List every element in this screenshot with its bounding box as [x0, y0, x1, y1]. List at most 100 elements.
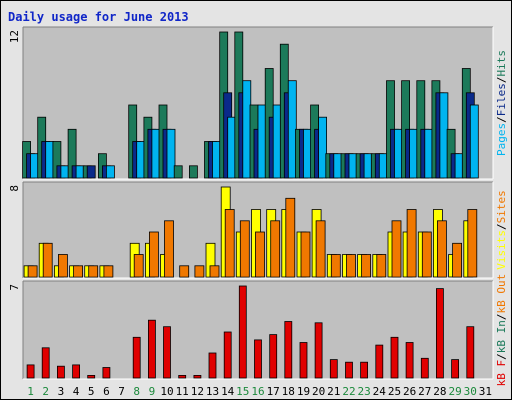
bar-kb-f-day-20: [314, 322, 323, 379]
bar-pages-day-18: [287, 80, 297, 179]
bar-sites-day-6: [103, 265, 114, 278]
x-tick-label: 9: [149, 385, 156, 398]
panel-legend: Pages/Files/Hits: [495, 50, 508, 156]
bar-kb-f-day-19: [299, 342, 308, 379]
bar-sites-day-21: [330, 254, 341, 278]
legend-kb-in: kB In: [495, 320, 508, 353]
bar-kb-f-day-30: [466, 326, 475, 379]
bar-sites-day-19: [300, 231, 311, 278]
bar-kb-f-day-28: [435, 288, 444, 379]
x-tick-label: 19: [297, 385, 310, 398]
bar-kb-f-day-17: [269, 334, 278, 379]
bar-sites-day-24: [376, 254, 387, 278]
x-tick-label: 28: [433, 385, 446, 398]
bar-sites-day-15: [239, 220, 250, 278]
legend-separator: /: [495, 353, 508, 360]
bar-kb-f-day-2: [41, 347, 50, 379]
x-tick-label: 14: [221, 385, 235, 398]
bar-sites-day-10: [164, 220, 174, 278]
bar-sites-day-27: [421, 231, 432, 278]
x-tick-label: 29: [448, 385, 461, 398]
x-tick-label: 1: [27, 385, 34, 398]
bar-kb-f-day-8: [132, 336, 141, 379]
x-tick-label: 26: [403, 385, 416, 398]
bar-sites-day-16: [255, 231, 265, 278]
bar-kb-f-day-4: [72, 364, 80, 379]
x-axis: 1 2 3 4 5 6 7 8 9 10 11 12 13 14 15 16 17 18 19 20 21 22 23 24 2…: [27, 385, 492, 398]
bar-pages-day-16: [257, 104, 267, 179]
bar-kb-f-day-27: [420, 357, 429, 379]
bar-kb-f-day-24: [375, 344, 384, 379]
bar-kb-f-day-1: [26, 364, 35, 379]
x-tick-label: 21: [327, 385, 340, 398]
x-tick-label: 16: [251, 385, 264, 398]
x-tick-label: 4: [73, 385, 80, 398]
x-tick-label: 7: [118, 385, 125, 398]
bar-kb-f-day-23: [360, 361, 369, 379]
y-max-label: 8: [8, 185, 21, 192]
legend-separator: /: [495, 116, 508, 123]
bar-pages-day-10: [166, 128, 176, 179]
x-tick-label: 5: [88, 385, 95, 398]
bar-hits-day-11: [173, 165, 183, 179]
bar-sites-day-5: [88, 265, 99, 278]
bar-kb-f-day-21: [329, 359, 338, 379]
x-tick-label: 13: [206, 385, 219, 398]
bar-sites-day-14: [224, 209, 235, 278]
bar-pages-day-2: [45, 141, 55, 179]
bar-hits-day-12: [188, 165, 198, 179]
x-tick-label: 8: [133, 385, 140, 398]
bar-sites-day-4: [73, 265, 83, 278]
bar-kb-f-day-10: [163, 326, 171, 379]
bar-sites-day-26: [406, 209, 417, 278]
bar-sites-day-29: [452, 242, 463, 278]
bar-kb-f-day-18: [284, 321, 293, 379]
bar-sites-day-23: [361, 254, 372, 278]
bar-kb-f-day-14: [223, 331, 232, 379]
bar-sites-day-11: [179, 265, 190, 278]
bar-pages-day-24: [378, 153, 388, 179]
legend-files: Files: [495, 83, 508, 116]
bar-pages-day-6: [106, 165, 115, 179]
chart-title: Daily usage for June 2013: [8, 10, 189, 24]
x-tick-label: 24: [373, 385, 387, 398]
bar-kb-f-day-12: [193, 374, 202, 379]
x-tick-label: 18: [282, 385, 295, 398]
x-tick-label: 22: [342, 385, 355, 398]
bar-pages-day-21: [333, 153, 343, 179]
bar-sites-day-2: [42, 242, 53, 278]
bar-sites-day-17: [270, 220, 281, 278]
bar-sites-day-18: [285, 197, 296, 278]
y-max-label: 7: [8, 284, 21, 291]
panel-kbytes: 7kB F/kB In/kB Out: [8, 274, 508, 387]
legend-pages: Pages: [495, 123, 508, 156]
x-tick-label: 17: [267, 385, 280, 398]
legend-separator: /: [495, 223, 508, 230]
legend-kb-f: kB F: [495, 360, 508, 387]
bar-sites-day-9: [148, 231, 159, 278]
legend-separator: /: [495, 313, 508, 320]
bar-kb-f-day-16: [254, 339, 262, 379]
x-tick-label: 27: [418, 385, 431, 398]
bar-sites-day-13: [209, 265, 220, 278]
bar-kb-f-day-9: [147, 319, 156, 379]
bar-kb-f-day-6: [102, 367, 111, 379]
x-tick-label: 20: [312, 385, 325, 398]
panel-visits_sites: 8 Visits/Sites: [8, 181, 508, 279]
x-tick-label: 15: [236, 385, 249, 398]
bar-kb-f-day-22: [345, 361, 353, 379]
x-tick-label: 25: [388, 385, 401, 398]
bar-pages-day-30: [469, 104, 479, 179]
bar-kb-f-day-3: [57, 365, 65, 379]
bar-kb-f-day-15: [238, 285, 247, 379]
bar-sites-day-3: [58, 254, 68, 278]
bar-sites-day-30: [467, 209, 478, 278]
bar-kb-f-day-5: [87, 374, 96, 379]
bar-sites-day-1: [27, 265, 38, 278]
bar-sites-day-25: [391, 220, 402, 278]
x-tick-label: 3: [58, 385, 65, 398]
x-tick-label: 30: [464, 385, 477, 398]
